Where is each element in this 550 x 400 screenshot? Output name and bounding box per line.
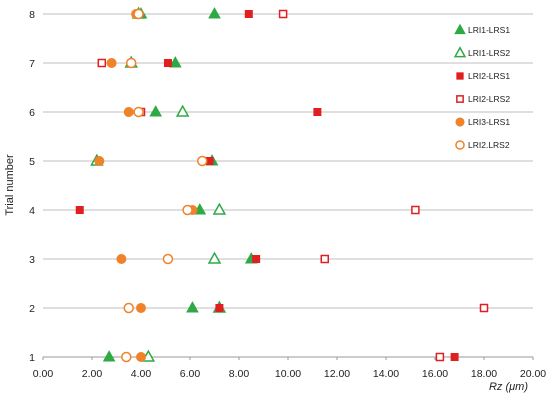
data-point [94, 156, 105, 166]
data-point [212, 202, 227, 215]
y-tick-label: 5 [29, 156, 35, 168]
legend-label: LRI1-LRS2 [468, 48, 510, 58]
data-point [136, 303, 146, 313]
data-point [106, 58, 117, 68]
data-point [207, 251, 222, 264]
legend-label: LRI2.LRS2 [468, 140, 510, 150]
data-point [252, 255, 261, 263]
x-tick-label: 14.00 [373, 368, 399, 380]
y-axis-title: Trial number [4, 154, 16, 216]
data-point [208, 7, 221, 19]
legend-marker [455, 140, 465, 150]
data-point [197, 155, 208, 167]
y-tick-label: 7 [29, 58, 35, 70]
data-point [435, 352, 445, 362]
data-point [162, 253, 174, 265]
legend-label: LRI3-LRS1 [468, 117, 510, 127]
data-point [411, 205, 420, 215]
data-point [125, 57, 137, 69]
y-tick-label: 2 [29, 303, 35, 315]
series-lri2-lrs2 [121, 8, 208, 363]
data-point [123, 107, 134, 117]
data-point [320, 254, 329, 264]
data-point [168, 56, 182, 68]
x-tick-labels: 0.00 2.00 4.00 6.00 8.00 10.00 12.00 14.00 16.00… [33, 368, 547, 380]
x-tick-label: 20.00 [520, 368, 546, 380]
legend-item: LRI3-LRS1 [455, 117, 510, 127]
data-point [278, 9, 288, 19]
legend-item: LRI1-LRS2 [453, 46, 510, 58]
x-tick-label: 12.00 [324, 368, 350, 380]
y-tick-label: 1 [29, 352, 35, 364]
legend-label: LRI2-LRS1 [468, 71, 510, 81]
y-tick-label: 8 [29, 9, 35, 21]
data-point [121, 351, 132, 363]
legend: LRI1-LRS1 LRI1-LRS2 LRI2-LRS1 LRI2-LRS2 LRI3… [453, 23, 510, 150]
y-tick-label: 6 [29, 107, 35, 119]
x-tick-label: 18.00 [471, 368, 497, 380]
x-axis-title: Rz (μm) [489, 381, 528, 393]
data-point [479, 303, 489, 313]
x-tick-label: 6.00 [180, 368, 201, 380]
data-point [244, 10, 253, 18]
gridlines [43, 13, 533, 358]
legend-label: LRI1-LRS1 [468, 25, 510, 35]
legend-marker [455, 117, 465, 127]
legend-item: LRI1-LRS1 [454, 23, 510, 35]
legend-item: LRI2-LRS1 [456, 71, 510, 81]
series-lri2-lrs2 [97, 9, 489, 362]
data-point [450, 353, 459, 361]
legend-item: LRI2-LRS2 [456, 94, 510, 104]
legend-marker [453, 46, 467, 58]
data-point [163, 59, 172, 67]
data-point [182, 204, 193, 216]
x-tick-label: 0.00 [33, 368, 54, 380]
legend-label: LRI2-LRS2 [468, 94, 510, 104]
y-tick-label: 4 [29, 205, 35, 217]
axes [42, 356, 534, 360]
y-tick-label: 3 [29, 254, 35, 266]
legend-marker [454, 23, 466, 35]
series-lri3-lrs1 [94, 9, 198, 362]
data-point [133, 106, 144, 118]
x-tick-label: 16.00 [422, 368, 448, 380]
data-point [133, 8, 144, 20]
data-point [175, 104, 190, 117]
data-points [75, 6, 489, 363]
x-tick-label: 2.00 [82, 368, 103, 380]
series-lri2-lrs1 [75, 10, 459, 361]
data-point [149, 105, 163, 117]
data-point [116, 254, 127, 264]
data-point [102, 350, 116, 362]
legend-item: LRI2.LRS2 [455, 140, 510, 150]
legend-marker [456, 95, 464, 103]
x-tick-label: 4.00 [131, 368, 152, 380]
data-point [186, 301, 199, 313]
data-point [123, 302, 134, 314]
y-tick-labels: 1 2 3 4 5 6 7 8 [29, 9, 35, 364]
data-point [97, 58, 107, 68]
x-tick-label: 8.00 [229, 368, 250, 380]
data-point [75, 206, 84, 214]
legend-marker [456, 72, 464, 80]
data-point [136, 352, 146, 362]
data-point [215, 304, 224, 312]
data-point [313, 108, 322, 116]
x-tick-label: 10.00 [275, 368, 301, 380]
